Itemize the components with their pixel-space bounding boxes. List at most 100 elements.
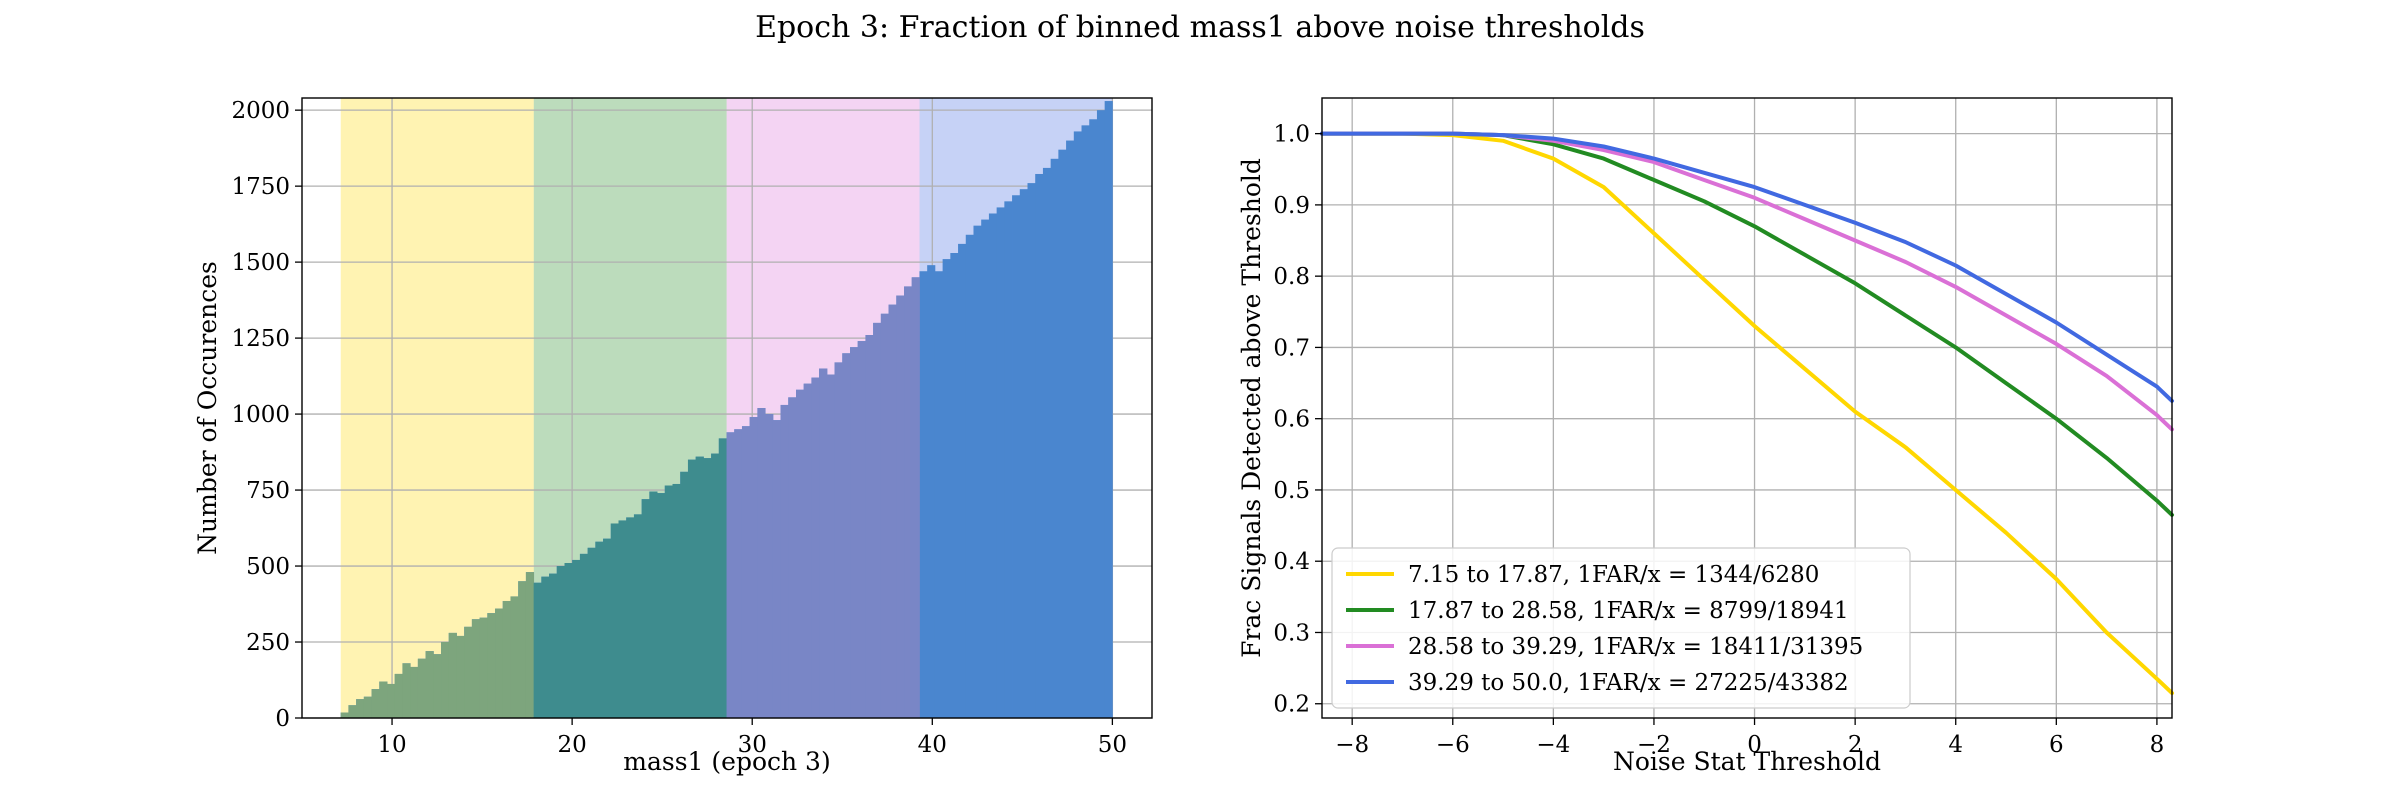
line-chart-x-label: Noise Stat Threshold bbox=[1613, 747, 1881, 776]
range-3-bar bbox=[803, 383, 812, 718]
range-3-bar bbox=[819, 368, 828, 718]
range-1-bar bbox=[425, 651, 434, 718]
series-line-2 bbox=[1320, 131, 2174, 517]
range-3-bar bbox=[757, 408, 766, 718]
range-2-bar bbox=[687, 459, 697, 718]
line-chart-y-ticks: 0.2 0.3 0.4 0.5 0.6 0.7 0.8 0.9 1.0 bbox=[1273, 122, 1322, 718]
range-3-bar bbox=[904, 286, 913, 718]
legend-label: 28.58 to 39.29, 1FAR/x = 18411/31395 bbox=[1408, 634, 1863, 660]
range-1-bar bbox=[402, 663, 411, 718]
range-2-bar bbox=[587, 547, 596, 718]
range-2-bar bbox=[533, 582, 542, 718]
x-tick-label: 6 bbox=[2049, 732, 2064, 758]
range-2-bar bbox=[641, 499, 650, 718]
range-2-bar bbox=[579, 553, 589, 718]
histogram-bar bbox=[981, 219, 990, 718]
x-tick-label: −6 bbox=[1436, 732, 1470, 758]
histogram-bar bbox=[958, 243, 967, 718]
range-2-bar bbox=[610, 523, 619, 718]
range-2-bar bbox=[618, 520, 627, 718]
histogram-range-overlays bbox=[340, 277, 920, 718]
histogram-bar bbox=[965, 234, 974, 718]
x-tick-label: 4 bbox=[1948, 732, 1963, 758]
range-3-bar bbox=[880, 313, 889, 718]
histogram-bar bbox=[988, 213, 998, 719]
range-1-bar bbox=[487, 613, 496, 718]
range-3-bar bbox=[765, 414, 774, 718]
y-tick-label: 250 bbox=[246, 630, 290, 656]
legend-box bbox=[1331, 547, 1911, 709]
y-tick-label: 0 bbox=[275, 706, 290, 732]
range-1-bar bbox=[479, 617, 488, 718]
range-3-bar bbox=[857, 341, 866, 718]
range-2-bar bbox=[603, 538, 612, 718]
y-tick-label: 0.5 bbox=[1273, 478, 1310, 504]
histogram-bar bbox=[1096, 110, 1106, 718]
histogram-bar bbox=[1058, 149, 1067, 718]
x-tick-label: 10 bbox=[377, 732, 406, 758]
range-3-bar bbox=[726, 432, 735, 718]
histogram-bar bbox=[934, 271, 944, 718]
range-2-bar bbox=[718, 438, 727, 718]
histogram-y-ticks: 0 250 500 750 1000 1250 1500 1750 2000 bbox=[231, 98, 302, 732]
x-tick-label: 40 bbox=[918, 732, 947, 758]
range-2-bar bbox=[626, 517, 635, 718]
x-tick-label: −2 bbox=[1637, 732, 1671, 758]
y-tick-label: 750 bbox=[246, 478, 290, 504]
histogram-bar bbox=[1104, 101, 1113, 719]
range-3-bar bbox=[873, 322, 882, 718]
line-chart-y-label: Frac Signals Detected above Threshold bbox=[1237, 158, 1266, 658]
histogram-bar bbox=[942, 259, 951, 718]
range-3-bar bbox=[749, 417, 758, 718]
range-1-bar bbox=[433, 654, 442, 718]
histogram-frame bbox=[301, 97, 1153, 719]
range-1-bar bbox=[410, 666, 419, 718]
figure-title: Epoch 3: Fraction of binned mass1 above … bbox=[755, 10, 1645, 45]
x-tick-label: 0 bbox=[1747, 732, 1762, 758]
legend: 7.15 to 17.87, 1FAR/x = 1344/6280 17.87 t… bbox=[1331, 547, 1911, 709]
histogram-bar bbox=[1035, 173, 1044, 718]
y-tick-label: 0.4 bbox=[1273, 549, 1310, 575]
range-2-bar bbox=[564, 563, 573, 718]
range-2-bar bbox=[695, 456, 704, 718]
range-3-bar bbox=[911, 277, 920, 718]
x-tick-label: 50 bbox=[1098, 732, 1127, 758]
histogram-bar bbox=[1050, 158, 1059, 719]
range-3-bar bbox=[826, 374, 835, 718]
y-tick-label: 2000 bbox=[231, 98, 290, 124]
range-1-bar bbox=[371, 689, 380, 718]
range-3-bar bbox=[811, 377, 820, 718]
range-3-bar bbox=[788, 397, 797, 718]
y-tick-label: 0.3 bbox=[1273, 620, 1310, 646]
range-2-bar bbox=[703, 458, 712, 718]
y-tick-label: 500 bbox=[246, 554, 290, 580]
legend-items: 7.15 to 17.87, 1FAR/x = 1344/6280 17.87 t… bbox=[1346, 562, 1863, 696]
range-2-bar bbox=[541, 576, 550, 718]
range-3-bar bbox=[834, 362, 843, 718]
range-2-bar bbox=[680, 471, 689, 718]
histogram-bar bbox=[1012, 195, 1021, 719]
range-1-bar bbox=[502, 600, 511, 718]
range-1-bar bbox=[379, 681, 388, 718]
range-2-bar bbox=[711, 453, 720, 718]
histogram-x-label: mass1 (epoch 3) bbox=[623, 747, 830, 776]
y-tick-label: 0.9 bbox=[1273, 193, 1310, 219]
range-1-bar bbox=[525, 572, 535, 718]
range-1-bar bbox=[356, 699, 365, 718]
line-chart-x-ticks: −8 −6 −4 −2 0 2 4 6 8 bbox=[1335, 718, 2164, 758]
range-3-bar bbox=[772, 420, 781, 718]
legend-label: 39.29 to 50.0, 1FAR/x = 27225/43382 bbox=[1408, 670, 1849, 696]
range-1-bar bbox=[464, 626, 473, 718]
histogram-bar bbox=[973, 225, 982, 718]
series-line-4 bbox=[1320, 131, 2174, 403]
range-1-bar bbox=[495, 608, 504, 718]
series-line-3 bbox=[1320, 131, 2174, 432]
histogram-bar bbox=[1019, 189, 1028, 719]
range-3-bar bbox=[734, 429, 743, 718]
legend-label: 7.15 to 17.87, 1FAR/x = 1344/6280 bbox=[1408, 562, 1819, 588]
range-3-bar bbox=[780, 404, 789, 718]
histogram-bar bbox=[1089, 119, 1098, 718]
histogram-bar bbox=[1042, 167, 1052, 718]
range-1-bar bbox=[340, 712, 349, 718]
y-tick-label: 1.0 bbox=[1273, 122, 1310, 148]
